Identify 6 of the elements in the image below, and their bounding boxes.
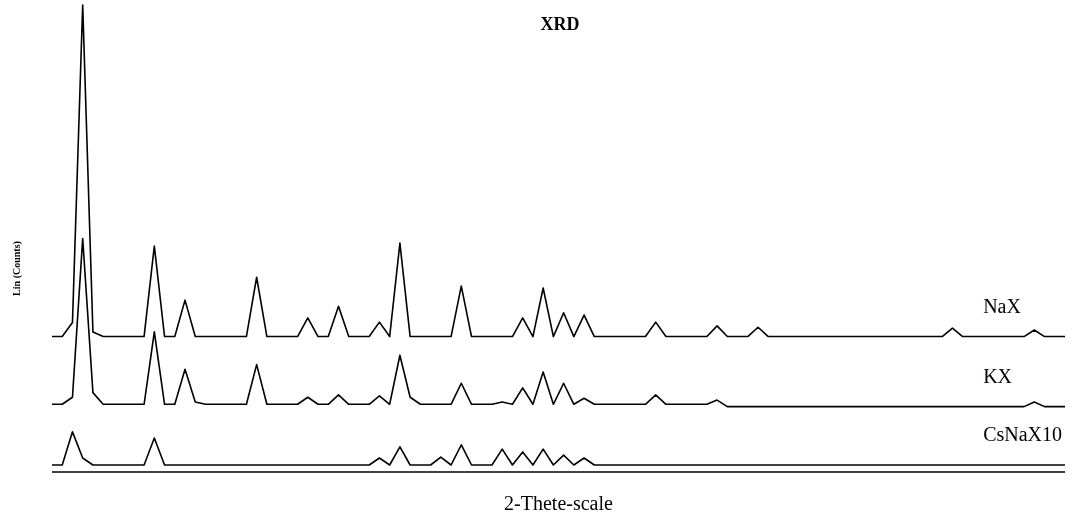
series-label: KX <box>983 364 1013 387</box>
series-label: CsNaX10 <box>983 422 1063 445</box>
x-axis-title: 2-Thete-scale <box>504 492 614 514</box>
series-label: NaX <box>983 294 1022 317</box>
y-axis-title: Lin (Counts) <box>11 241 23 296</box>
text: XRD <box>540 14 580 34</box>
